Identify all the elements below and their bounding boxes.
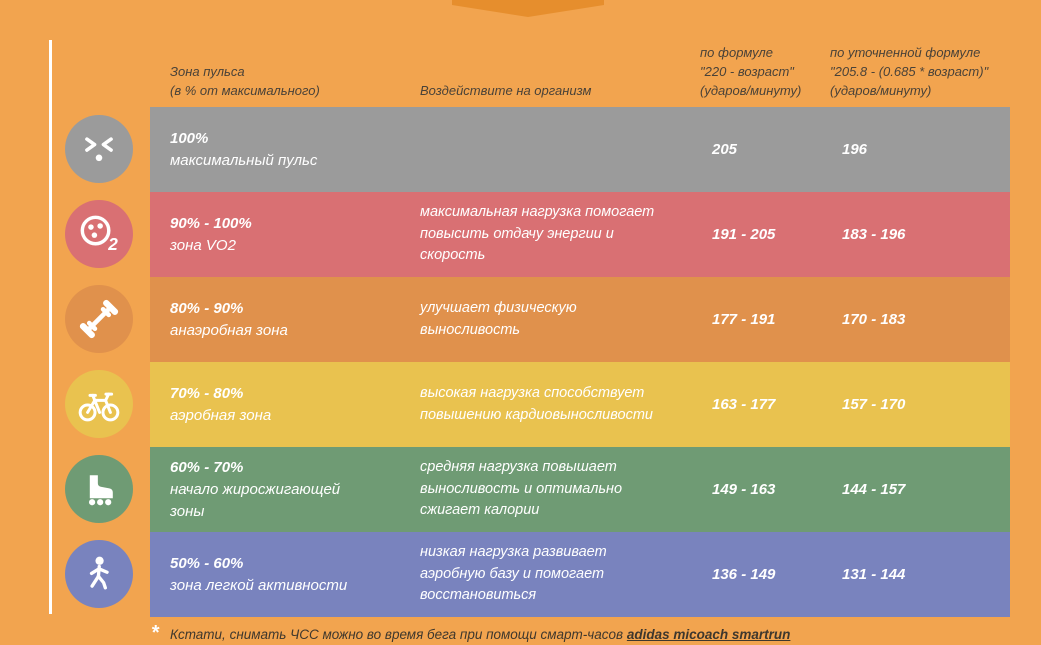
- header-zone: Зона пульса (в % от максимального): [150, 40, 410, 107]
- bpm-refined-value: 183 - 196: [842, 226, 906, 243]
- table-header: Зона пульса (в % от максимального) Возде…: [150, 40, 1010, 107]
- dumbbell-icon: [65, 285, 133, 353]
- bpm-refined-value: 157 - 170: [842, 396, 906, 413]
- bpm-refined-value: 170 - 183: [842, 311, 906, 328]
- zone-name: максимальный пульс: [170, 151, 318, 169]
- bpm-220-value: 136 - 149: [712, 566, 776, 583]
- table-row: 50% - 60% зона легкой активности низкая …: [150, 532, 1010, 617]
- zone-percent: 100%: [170, 129, 209, 147]
- zone-percent: 90% - 100%: [170, 214, 252, 232]
- zone-name: зона легкой активности: [170, 576, 348, 594]
- table-row: 70% - 80% аэробная зона высокая нагрузка…: [150, 362, 1010, 447]
- bicycle-icon: [65, 370, 133, 438]
- zone-percent: 50% - 60%: [170, 554, 244, 572]
- footnote-asterisk: *: [151, 622, 159, 644]
- header-formula-220: по формуле "220 - возраст" (ударов/минут…: [700, 45, 802, 98]
- zone-percent: 80% - 90%: [170, 299, 244, 317]
- header-formula-refined: по уточненной формуле "205.8 - (0.685 * …: [830, 45, 989, 98]
- zone-name: зона VO2: [170, 236, 236, 254]
- zone-percent: 60% - 70%: [170, 458, 244, 476]
- footnote: Кстати, снимать ЧСС можно во время бега …: [170, 626, 1010, 644]
- effect-text: [410, 107, 690, 192]
- footnote-text: Кстати, снимать ЧСС можно во время бега …: [170, 627, 627, 642]
- bpm-refined-value: 196: [842, 141, 868, 158]
- bpm-220-value: 177 - 191: [712, 311, 776, 328]
- effect-text: низкая нагрузка развивает аэробную базу …: [420, 544, 607, 604]
- table-row: 60% - 70% начало жиросжигающей зоны сред…: [150, 447, 1010, 532]
- zone-name: аэробная зона: [170, 406, 272, 424]
- table-row: 80% - 90% анаэробная зона улучшает физич…: [150, 277, 1010, 362]
- table-row: 100% максимальный пульс 205 196: [150, 107, 1010, 192]
- svg-text:2: 2: [107, 234, 118, 254]
- ribbon-chevron: [452, 0, 604, 17]
- zone-name: анаэробная зона: [170, 321, 288, 339]
- effect-text: максимальная нагрузка помогает повысить …: [420, 204, 655, 264]
- effect-text: улучшает физическую выносливость: [420, 300, 577, 338]
- smartrun-link[interactable]: adidas micoach smartrun: [626, 627, 791, 642]
- bpm-refined-value: 131 - 144: [842, 566, 906, 583]
- left-divider-line: [49, 40, 52, 614]
- bpm-220-value: 149 - 163: [712, 481, 776, 498]
- zone-percent: 70% - 80%: [170, 384, 244, 402]
- vo2-molecule-icon: 2: [65, 200, 133, 268]
- bpm-refined-value: 144 - 157: [842, 481, 906, 498]
- effect-text: высокая нагрузка способствует повышению …: [420, 385, 653, 423]
- table-row: 90% - 100% зона VO2 максимальная нагрузк…: [150, 192, 1010, 277]
- effect-text: средняя нагрузка повышает выносливость и…: [420, 459, 623, 519]
- header-effect: Воздействите на организм: [420, 83, 592, 98]
- bpm-220-value: 205: [712, 141, 738, 158]
- roller-skate-icon: [65, 455, 133, 523]
- zone-name: начало жиросжигающей зоны: [170, 480, 341, 520]
- walking-person-icon: [65, 540, 133, 608]
- bpm-220-value: 191 - 205: [712, 226, 776, 243]
- header-zone-line1: Зона пульса: [170, 64, 245, 79]
- dizzy-face-icon: [65, 115, 133, 183]
- header-zone-line2: (в % от максимального): [170, 83, 320, 98]
- bpm-220-value: 163 - 177: [712, 396, 776, 413]
